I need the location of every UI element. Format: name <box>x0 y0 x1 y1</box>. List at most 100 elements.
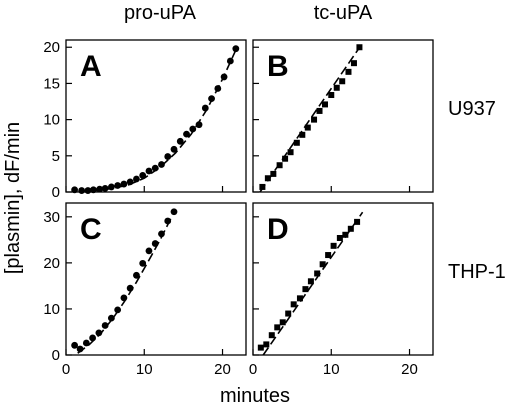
panel-b: B <box>252 39 434 193</box>
panel-c-ytick-label: 20 <box>43 255 60 272</box>
panel-a-ytick-label: 5 <box>52 148 60 165</box>
panel-d-data-point <box>314 270 321 277</box>
panel-c-ytick-label: 30 <box>43 209 60 226</box>
panel-a-data-point <box>145 167 153 175</box>
panel-c-data-point <box>120 294 128 302</box>
panel-c-letter: C <box>80 213 102 246</box>
panel-c-ytick-label: 0 <box>52 347 60 364</box>
panel-c-data-point <box>101 322 109 329</box>
row-label-thp1: THP-1 <box>448 261 506 283</box>
panel-a-data-point <box>78 187 86 194</box>
panel-a-data-point <box>151 164 159 172</box>
panel-b-data-point <box>282 155 289 162</box>
panel-b-frame <box>252 39 434 193</box>
panel-c-ytick-label: 10 <box>43 301 60 318</box>
row-label-u937: U937 <box>448 98 496 120</box>
panel-d-data-point <box>274 324 281 331</box>
panel-c-data-point <box>133 271 140 279</box>
panel-c-data-point <box>76 345 84 353</box>
panel-c-data-point <box>151 240 159 247</box>
y-axis-title: [plasmin], dF/min <box>2 122 24 274</box>
panel-d-data-point <box>342 231 349 238</box>
panel-b-data-point <box>287 149 294 156</box>
panel-b-data-point <box>322 101 328 108</box>
panel-a-frame <box>65 39 247 193</box>
panel-a-data-point <box>120 180 128 188</box>
panel-a-data-point <box>101 184 109 192</box>
panel-d-data-point <box>290 301 297 308</box>
panel-a-data-point <box>214 85 222 92</box>
panel-d-xtick-label: 20 <box>401 361 418 378</box>
panel-d-frame <box>252 202 434 356</box>
panel-a-data-point <box>158 161 165 168</box>
panel-d-data-point <box>319 261 326 268</box>
panel-d-letter: D <box>267 213 289 246</box>
panel-c-data-point <box>82 339 90 347</box>
panel-d-data-point <box>330 242 337 249</box>
panel-d: 0 10 20 D <box>249 202 434 378</box>
panel-b-data-point <box>293 139 300 146</box>
panel-a-ytick-label: 15 <box>43 75 60 92</box>
panel-c-data-point <box>71 341 79 349</box>
panel-d-data-point <box>354 218 361 225</box>
panel-d-data-point <box>263 341 270 348</box>
panel-d-xtick-label: 10 <box>323 361 340 378</box>
panel-a-data-point <box>226 57 234 65</box>
panel-b-data-point <box>264 175 271 182</box>
panel-a-data-point <box>107 183 115 191</box>
panel-b-data-point <box>333 84 340 91</box>
panel-d-data-point <box>325 252 332 259</box>
panel-a-data-point <box>232 45 240 53</box>
panel-c: 0 10 20 30 0 10 20 C <box>43 202 247 378</box>
panel-a-data-point <box>176 137 184 145</box>
panel-a-data-point <box>126 178 134 186</box>
panel-a-data-point <box>195 121 203 129</box>
panel-b-data-point <box>350 60 357 67</box>
column-title-tc-upa: tc-uPA <box>314 2 373 24</box>
panel-c-data-point <box>164 217 172 225</box>
panel-b-data-point <box>276 162 283 169</box>
panel-b-letter: B <box>267 50 289 83</box>
panel-d-data-point <box>285 310 292 317</box>
panel-c-data-point <box>107 314 115 322</box>
column-title-pro-upa: pro-uPA <box>124 2 197 24</box>
panel-a-letter: A <box>80 50 102 83</box>
panel-a-data-point <box>89 186 97 194</box>
panel-a-data-point <box>164 153 172 160</box>
panel-c-data-point <box>170 208 178 216</box>
panel-b-data-point <box>270 170 277 177</box>
panel-d-data-point <box>347 225 354 232</box>
panel-b-data-point <box>299 131 306 138</box>
panel-c-data-point <box>126 284 134 292</box>
panel-d-data-point <box>336 235 343 242</box>
panel-b-data-point <box>345 68 352 75</box>
chart-panels: 0 5 10 15 20 A B 0 10 20 30 0 10 20 C 0 10 20 D <box>43 39 434 378</box>
panel-a-fit-line <box>89 49 237 193</box>
panel-d-data-point <box>296 295 303 302</box>
panel-a-data-point <box>84 187 92 194</box>
panel-c-data-point <box>139 259 147 267</box>
panel-a-data-point <box>114 182 122 189</box>
x-axis-title: minutes <box>220 385 290 407</box>
panel-c-xtick-label: 20 <box>214 361 231 378</box>
panel-c-data-point <box>158 230 165 238</box>
panel-a: 0 5 10 15 20 A <box>43 39 247 201</box>
panel-d-data-point <box>307 278 314 285</box>
panel-b-data-point <box>316 107 323 114</box>
panel-a-data-point <box>208 95 215 103</box>
panel-b-data-point <box>311 116 318 123</box>
panel-a-data-point <box>71 186 79 194</box>
panel-c-xtick-label: 0 <box>62 361 70 378</box>
panel-a-data-point <box>170 145 178 153</box>
panel-a-data-point <box>139 171 147 179</box>
panel-d-data-point <box>268 332 275 339</box>
panel-a-data-point <box>96 185 104 193</box>
panel-a-data-point <box>133 175 140 183</box>
panel-b-data-point <box>339 78 346 85</box>
panel-a-data-point <box>189 125 197 133</box>
panel-c-data-point <box>114 306 122 314</box>
panel-a-data-point <box>183 130 190 138</box>
panel-d-data-point <box>279 319 286 326</box>
panel-b-data-point <box>259 183 266 190</box>
